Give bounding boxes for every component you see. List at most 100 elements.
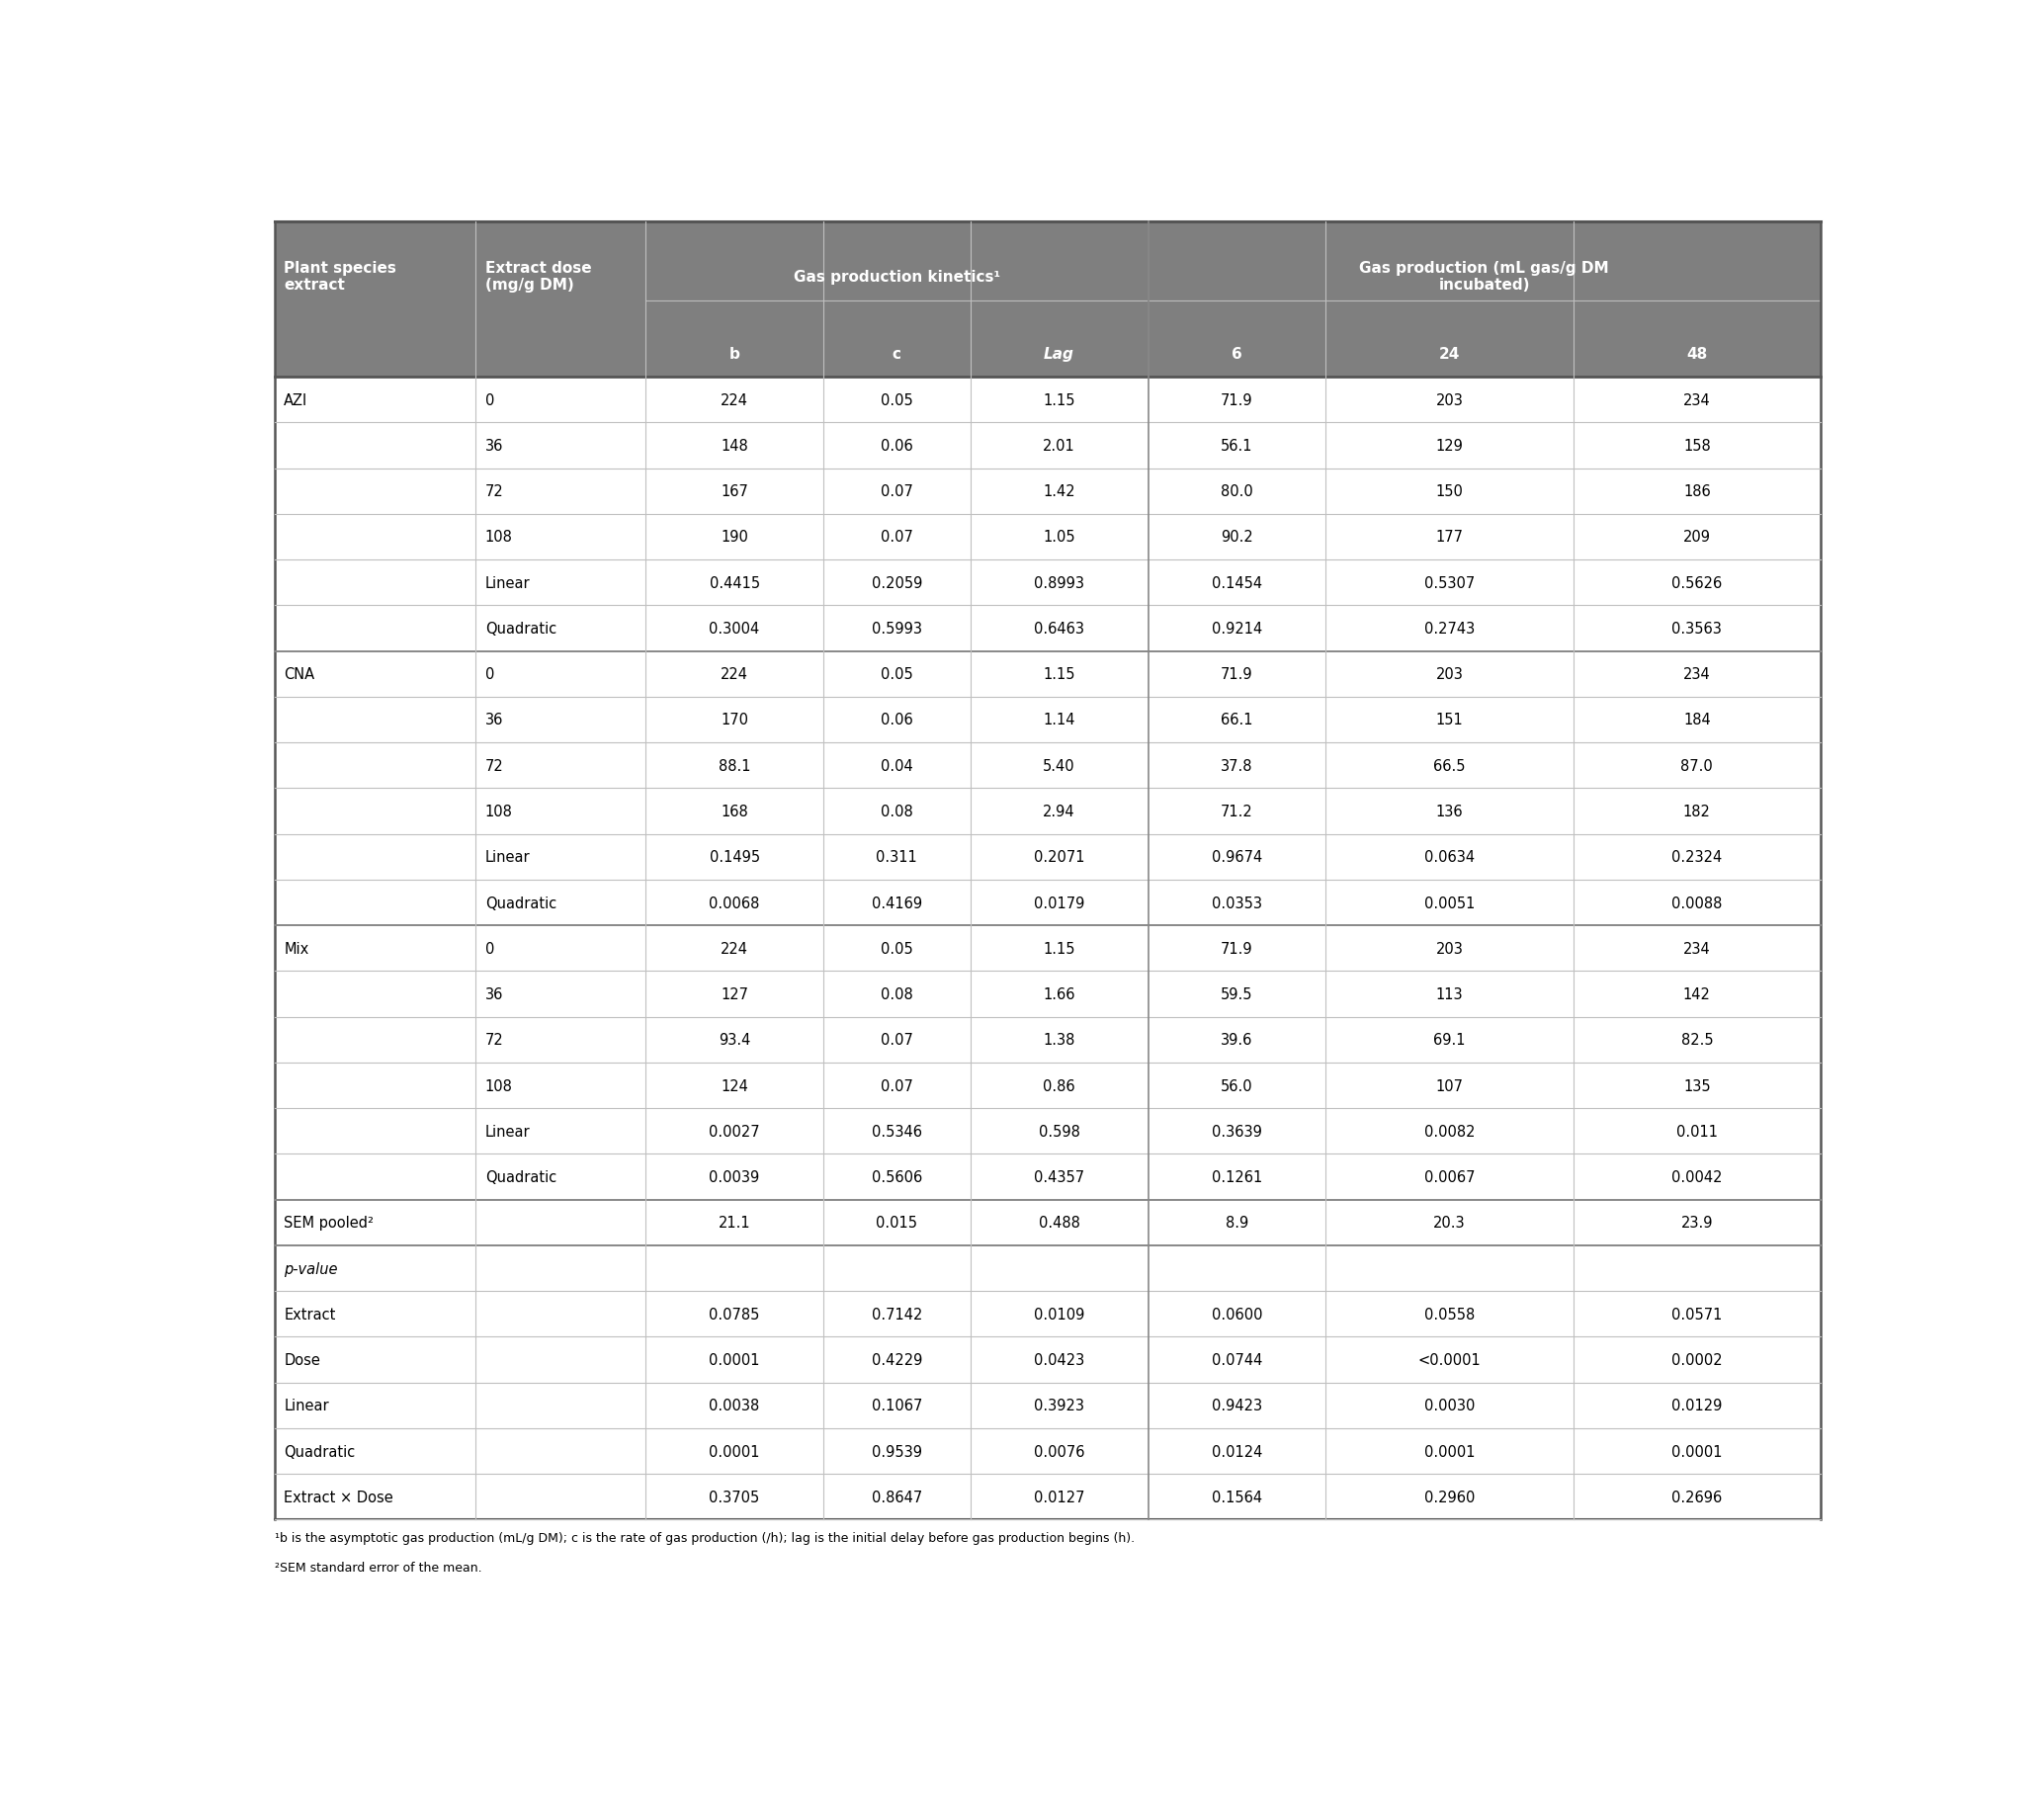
Text: 36: 36 [484, 714, 503, 728]
Text: 23.9: 23.9 [1680, 1216, 1713, 1230]
Text: b: b [730, 348, 740, 362]
Text: 224: 224 [722, 667, 748, 681]
Text: 93.4: 93.4 [719, 1033, 750, 1047]
Bar [274, 606, 1821, 651]
Text: 135: 135 [1684, 1078, 1711, 1094]
Text: 0.0076: 0.0076 [1034, 1443, 1085, 1460]
Text: 0.07: 0.07 [881, 1078, 914, 1094]
Text: 0.0042: 0.0042 [1672, 1169, 1723, 1185]
Text: 234: 234 [1682, 393, 1711, 407]
Text: 56.1: 56.1 [1220, 439, 1253, 454]
Text: 0: 0 [484, 393, 495, 407]
Text: 142: 142 [1682, 986, 1711, 1002]
Text: Plant species
extract: Plant species extract [284, 262, 397, 292]
Text: 69.1: 69.1 [1433, 1033, 1466, 1047]
Text: 0.3563: 0.3563 [1672, 622, 1721, 637]
Text: 108: 108 [484, 1078, 513, 1094]
Text: 203: 203 [1435, 393, 1464, 407]
Text: 0.0127: 0.0127 [1034, 1490, 1085, 1504]
Text: Mix: Mix [284, 941, 309, 956]
Bar [274, 972, 1821, 1017]
Text: 108: 108 [484, 803, 513, 819]
Text: Linear: Linear [484, 576, 529, 590]
Text: Quadratic: Quadratic [484, 895, 556, 911]
Text: 0.011: 0.011 [1676, 1124, 1717, 1139]
Text: Quadratic: Quadratic [484, 1169, 556, 1185]
Text: 0.488: 0.488 [1038, 1216, 1079, 1230]
Text: 82.5: 82.5 [1680, 1033, 1713, 1047]
Text: 66.5: 66.5 [1433, 758, 1466, 773]
Text: 72: 72 [484, 1033, 503, 1047]
Text: 0.07: 0.07 [881, 484, 914, 498]
Text: 0.0001: 0.0001 [709, 1443, 760, 1460]
Text: 80.0: 80.0 [1220, 484, 1253, 498]
Text: 190: 190 [722, 531, 748, 545]
Text: 0.5307: 0.5307 [1425, 576, 1476, 590]
Text: 0.06: 0.06 [881, 714, 914, 728]
Text: 0.6463: 0.6463 [1034, 622, 1085, 637]
Text: 0.07: 0.07 [881, 531, 914, 545]
Text: 0.0051: 0.0051 [1425, 895, 1476, 911]
Bar [274, 1429, 1821, 1474]
Bar [274, 559, 1821, 606]
Text: 209: 209 [1682, 531, 1711, 545]
Text: 167: 167 [722, 484, 748, 498]
Bar [274, 789, 1821, 834]
Text: 0.0109: 0.0109 [1034, 1307, 1085, 1321]
Text: 224: 224 [722, 393, 748, 407]
Text: 36: 36 [484, 439, 503, 454]
Bar [274, 1338, 1821, 1382]
Text: 0.1564: 0.1564 [1212, 1490, 1263, 1504]
Text: 124: 124 [722, 1078, 748, 1094]
Text: <0.0001: <0.0001 [1419, 1352, 1482, 1368]
Text: 72: 72 [484, 758, 503, 773]
Text: 186: 186 [1682, 484, 1711, 498]
Text: 0.015: 0.015 [877, 1216, 918, 1230]
Text: 0.0179: 0.0179 [1034, 895, 1085, 911]
Text: 88.1: 88.1 [717, 758, 750, 773]
Text: 0: 0 [484, 941, 495, 956]
Text: 158: 158 [1682, 439, 1711, 454]
Text: 0.86: 0.86 [1042, 1078, 1075, 1094]
Bar [274, 1291, 1821, 1338]
Text: 0.598: 0.598 [1038, 1124, 1079, 1139]
Bar [274, 1382, 1821, 1429]
Text: 0.0129: 0.0129 [1672, 1399, 1723, 1413]
Text: 66.1: 66.1 [1220, 714, 1253, 728]
Text: 87.0: 87.0 [1680, 758, 1713, 773]
Text: 0.0088: 0.0088 [1672, 895, 1723, 911]
Text: 1.14: 1.14 [1042, 714, 1075, 728]
Text: 1.38: 1.38 [1042, 1033, 1075, 1047]
Text: 0.4169: 0.4169 [871, 895, 922, 911]
Text: 71.9: 71.9 [1220, 667, 1253, 681]
Bar [274, 1063, 1821, 1108]
Text: p-value: p-value [284, 1260, 337, 1277]
Text: 148: 148 [722, 439, 748, 454]
Bar [274, 515, 1821, 559]
Text: 0.1495: 0.1495 [709, 850, 760, 864]
Bar [274, 332, 1821, 378]
Text: 0.06: 0.06 [881, 439, 914, 454]
Text: 0.3004: 0.3004 [709, 622, 760, 637]
Text: 8.9: 8.9 [1226, 1216, 1249, 1230]
Text: Gas production kinetics¹: Gas production kinetics¹ [793, 269, 1000, 285]
Text: 6: 6 [1233, 348, 1243, 362]
Text: 59.5: 59.5 [1220, 986, 1253, 1002]
Text: 0.0030: 0.0030 [1425, 1399, 1476, 1413]
Text: Linear: Linear [484, 850, 529, 864]
Text: 2.94: 2.94 [1042, 803, 1075, 819]
Text: 0.05: 0.05 [881, 941, 914, 956]
Text: 21.1: 21.1 [717, 1216, 750, 1230]
Text: 48: 48 [1686, 348, 1707, 362]
Bar [274, 423, 1821, 468]
Text: 0.3705: 0.3705 [709, 1490, 760, 1504]
Bar [274, 925, 1821, 972]
Text: AZI: AZI [284, 393, 309, 407]
Bar [274, 1108, 1821, 1155]
Bar [274, 468, 1821, 515]
Text: Gas production (mL gas/g DM
incubated): Gas production (mL gas/g DM incubated) [1359, 262, 1609, 292]
Bar [274, 1474, 1821, 1520]
Text: 0.04: 0.04 [881, 758, 914, 773]
Text: 0: 0 [484, 667, 495, 681]
Text: 90.2: 90.2 [1220, 531, 1253, 545]
